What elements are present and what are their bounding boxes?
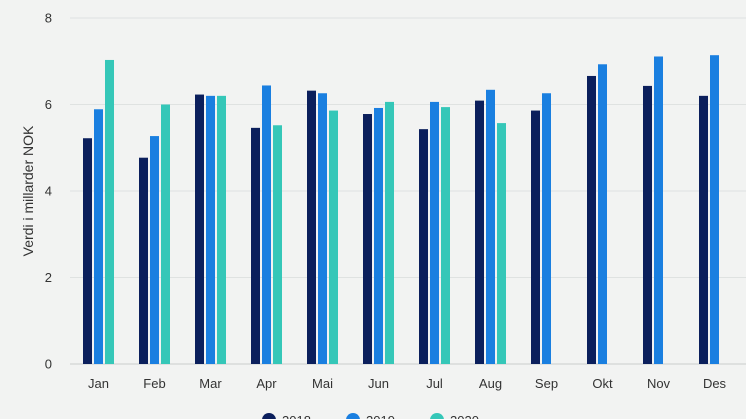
x-tick-label: Mai [312,376,333,391]
bar-2018-aug[interactable] [475,100,484,365]
y-tick-label: 2 [45,270,52,285]
bar-2019-jun[interactable] [374,107,383,365]
bar-2018-okt[interactable] [587,75,596,364]
legend-item-2020[interactable]: 2020 [430,413,479,419]
x-tick-label: Feb [143,376,165,391]
y-axis-label: Verdi i millarder NOK [20,125,36,256]
x-tick-label: Jan [88,376,109,391]
x-tick-label: Okt [592,376,613,391]
bars [83,55,719,365]
bar-2020-feb[interactable] [161,104,170,365]
bar-2019-feb[interactable] [150,136,159,364]
y-tick-label: 0 [45,357,52,372]
bar-2018-sep[interactable] [531,110,540,365]
bar-2018-jun[interactable] [363,114,372,364]
x-tick-label: Jul [426,376,443,391]
legend-marker [430,413,444,419]
x-tick-label: Des [703,376,727,391]
bar-2018-nov[interactable] [643,85,652,364]
bar-2019-aug[interactable] [486,89,495,365]
x-tick-label: Nov [647,376,671,391]
bar-2018-mar[interactable] [195,94,204,365]
legend-marker [262,413,276,419]
legend-item-2018[interactable]: 2018 [262,413,311,419]
x-tick-label: Aug [479,376,502,391]
bar-2018-apr[interactable] [251,127,260,364]
bar-2019-mar[interactable] [206,95,215,364]
bar-2020-mar[interactable] [217,95,226,364]
y-axis: 0 2 4 6 8 [45,11,52,372]
bar-2020-jun[interactable] [385,101,394,364]
y-tick-label: 6 [45,97,52,112]
bar-2019-sep[interactable] [542,93,551,364]
x-tick-label: Apr [256,376,277,391]
y-tick-label: 8 [45,11,52,26]
legend-label: 2018 [282,413,311,419]
bar-2019-jul[interactable] [430,101,439,364]
legend-item-2019[interactable]: 2019 [346,413,395,419]
gridlines [70,17,746,365]
bar-2020-jul[interactable] [441,107,450,364]
legend-marker [346,413,360,419]
legend-label: 2020 [450,413,479,419]
bar-2020-jan[interactable] [105,59,114,364]
bar-2019-jan[interactable] [94,109,103,364]
legend-label: 2019 [366,413,395,419]
bar-2019-mai[interactable] [318,93,327,364]
bar-2020-aug[interactable] [497,123,506,364]
bar-2018-des[interactable] [699,95,708,364]
bar-2018-mai[interactable] [307,90,316,364]
bar-2019-okt[interactable] [598,64,607,364]
x-axis: Jan Feb Mar Apr Mai Jun Jul Aug Sep Okt Nov Des [88,376,727,391]
y-tick-label: 4 [45,184,52,199]
bar-2018-feb[interactable] [139,157,148,364]
bar-2018-jan[interactable] [83,138,92,364]
x-tick-label: Jun [368,376,389,391]
x-tick-label: Sep [535,376,558,391]
x-tick-label: Mar [199,376,222,391]
bar-2020-apr[interactable] [273,125,282,364]
bar-2020-mai[interactable] [329,110,338,365]
bar-2019-nov[interactable] [654,56,663,365]
legend[interactable]: 2018 2019 2020 [262,413,479,419]
bar-2019-des[interactable] [710,55,719,364]
bar-2019-apr[interactable] [262,85,271,364]
bar-2018-jul[interactable] [419,129,428,364]
